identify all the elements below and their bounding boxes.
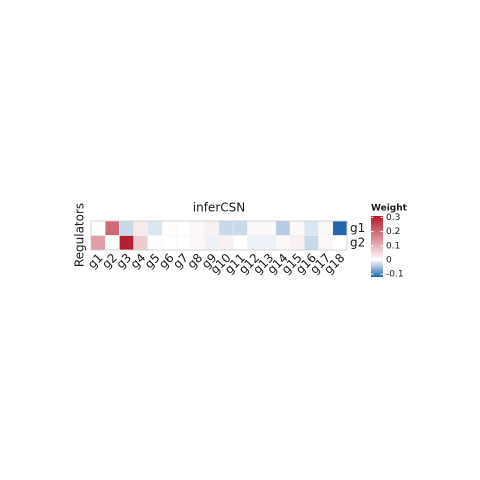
- colorbar-tick-label: -0.1: [386, 270, 404, 280]
- heatmap-border: [90, 220, 348, 251]
- heatmap-cell: [218, 235, 234, 251]
- chart-title: inferCSN: [193, 201, 245, 215]
- heatmap-cell: [261, 235, 277, 251]
- y-axis-label: Regulators: [73, 203, 87, 267]
- heatmap-cell: [318, 235, 334, 251]
- heatmap-cell: [176, 220, 191, 236]
- heatmap-cell: [190, 235, 206, 251]
- heatmap-cell: [190, 220, 206, 236]
- heatmap-cell: [289, 220, 305, 236]
- colorbar: [371, 216, 383, 277]
- colorbar-tick-label: 0: [386, 255, 392, 265]
- heatmap-cell: [204, 235, 220, 251]
- heatmap-cell: [119, 220, 134, 236]
- heatmap-cell: [275, 235, 291, 251]
- heatmap-cell: [161, 220, 177, 236]
- heatmap-cell: [275, 220, 291, 236]
- heatmap-cell: [232, 235, 248, 251]
- heatmap-cell: [304, 235, 319, 251]
- heatmap-cell: [204, 220, 220, 236]
- heatmap-cell: [133, 235, 149, 251]
- heatmap-cell: [318, 220, 334, 236]
- heatmap-cell: [104, 220, 120, 236]
- heatmap-cell: [261, 220, 277, 236]
- heatmap-cell: [332, 220, 348, 236]
- heatmap-cell: [289, 235, 305, 251]
- heatmap-cell: [147, 235, 163, 251]
- heatmap-cell: [119, 235, 134, 251]
- row-label: g1: [350, 221, 365, 235]
- heatmap-cell: [304, 220, 319, 236]
- colorbar-tick-label: 0.3: [386, 213, 400, 223]
- heatmap-cell: [232, 220, 248, 236]
- heatmap-cell: [218, 220, 234, 236]
- heatmap-cell: [176, 235, 191, 251]
- heatmap-cell: [247, 220, 262, 236]
- heatmap-cell: [147, 220, 163, 236]
- heatmap-cell: [247, 235, 262, 251]
- heatmap-cell: [332, 235, 348, 251]
- heatmap-cell: [90, 235, 106, 251]
- heatmap-cell: [90, 220, 106, 236]
- row-label: g2: [350, 235, 365, 249]
- heatmap-cell: [133, 220, 149, 236]
- legend-title: Weight: [371, 204, 408, 214]
- heatmap-cell: [161, 235, 177, 251]
- colorbar-tick-label: 0.2: [386, 227, 400, 237]
- heatmap-cell: [104, 235, 120, 251]
- colorbar-tick-label: 0.1: [386, 241, 400, 251]
